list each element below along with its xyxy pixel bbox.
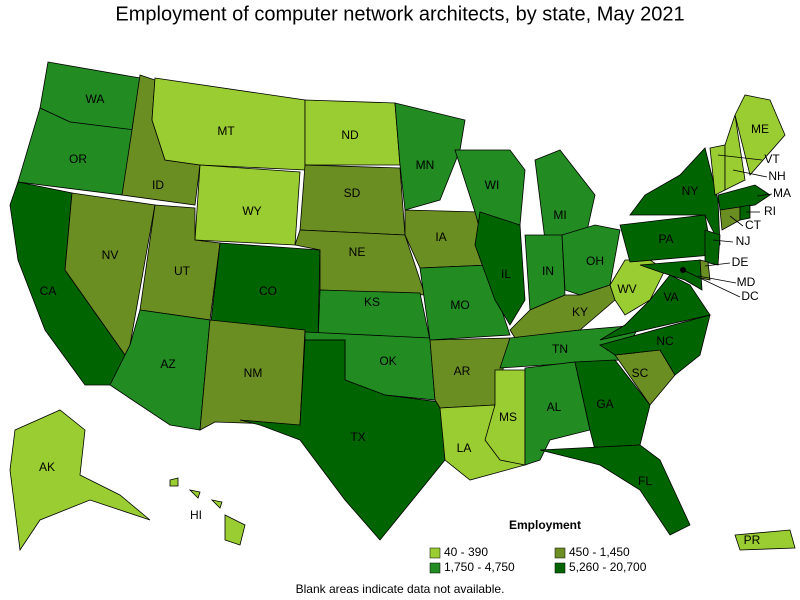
state-label: ND	[341, 128, 359, 142]
state-label: MO	[450, 298, 469, 312]
state-label: NY	[682, 184, 699, 198]
state	[639, 259, 703, 291]
labels: WA OR CA NV ID MT WY UT AZ CO NM ND SD NE KS OK TX MN IA MO…	[39, 92, 791, 547]
state	[239, 339, 446, 541]
leader-line	[756, 193, 773, 197]
state-label: NV	[102, 248, 119, 262]
state-label: MS	[499, 410, 517, 424]
leader-line	[697, 275, 737, 284]
leader-line	[729, 215, 744, 227]
state	[9, 409, 151, 552]
legend-swatch	[429, 547, 441, 559]
state-label: ID	[152, 178, 164, 192]
state	[210, 499, 223, 509]
legend-title: Employment	[509, 518, 581, 532]
state-label: LA	[457, 441, 472, 455]
state-label: SD	[344, 186, 361, 200]
legend-label: 40 - 390	[444, 545, 488, 559]
state-label: WY	[242, 204, 261, 218]
state	[394, 102, 466, 211]
state	[474, 211, 526, 326]
state-label: AZ	[160, 357, 175, 371]
states	[9, 61, 796, 552]
state-label: OK	[379, 354, 396, 368]
state-label: MA	[773, 186, 791, 200]
state-label: NE	[349, 245, 366, 259]
state-label: TN	[552, 342, 568, 356]
leader-line	[704, 262, 731, 267]
state-label: PR	[744, 533, 761, 547]
state	[719, 206, 741, 231]
state-label: NH	[768, 169, 785, 183]
state-label: MI	[553, 208, 566, 222]
state-label: IN	[542, 264, 554, 278]
state-label: PA	[658, 232, 673, 246]
state-label: HI	[190, 508, 202, 522]
legend-swatch	[429, 562, 441, 574]
state-label: ME	[751, 122, 769, 136]
state-label: GA	[596, 397, 613, 411]
state-label: DC	[741, 289, 759, 303]
state-label: MD	[737, 275, 756, 289]
leader-line	[682, 269, 741, 298]
state-label: AK	[39, 460, 55, 474]
state-label: NC	[656, 334, 674, 348]
state	[734, 94, 786, 176]
state-label: MN	[416, 158, 435, 172]
state-label: RI	[764, 204, 776, 218]
state	[169, 477, 179, 487]
state-label: TX	[350, 430, 365, 444]
state-label: AL	[547, 400, 562, 414]
state-label: DE	[732, 255, 749, 269]
state-label: VT	[764, 152, 780, 166]
state-label: OH	[586, 254, 604, 268]
legend-swatch	[554, 547, 566, 559]
state	[188, 489, 201, 499]
state-label: CO	[259, 284, 277, 298]
state-label: WV	[617, 282, 636, 296]
state	[629, 147, 721, 246]
state	[704, 229, 721, 266]
state-label: SC	[632, 366, 649, 380]
state-label: VA	[663, 290, 678, 304]
state-label: KS	[364, 295, 380, 309]
state	[419, 264, 511, 341]
state	[534, 149, 596, 241]
state-label: CA	[40, 284, 57, 298]
legend-swatch	[554, 562, 566, 574]
leader-line	[732, 169, 768, 178]
state-label: MT	[217, 124, 235, 138]
state-label: WA	[86, 92, 105, 106]
state	[734, 529, 796, 551]
state-label: NJ	[736, 234, 751, 248]
leader-line	[717, 154, 763, 161]
state-label: NM	[244, 366, 263, 380]
legend-label: 450 - 1,450	[569, 545, 630, 559]
state-label: UT	[174, 264, 191, 278]
state-label: CT	[745, 218, 762, 232]
legend-label: 1,750 - 4,750	[444, 560, 515, 574]
state-label: KY	[572, 305, 588, 319]
footnote: Blank areas indicate data not available.	[296, 582, 505, 596]
state-label: IA	[435, 230, 446, 244]
state-label: FL	[638, 474, 652, 488]
state	[739, 204, 751, 221]
legend-label: 5,260 - 20,700	[569, 560, 647, 574]
state	[539, 444, 691, 536]
legend: 40 - 390 450 - 1,450 1,750 - 4,750 5,260 - …	[429, 545, 647, 574]
state	[224, 514, 246, 546]
state-label: WI	[485, 178, 500, 192]
map-title: Employment of computer network architect…	[115, 3, 684, 25]
state-label: AR	[454, 364, 471, 378]
state	[717, 184, 771, 211]
state-label: IL	[501, 267, 511, 281]
leader-line	[712, 239, 734, 243]
state-label: OR	[69, 152, 87, 166]
